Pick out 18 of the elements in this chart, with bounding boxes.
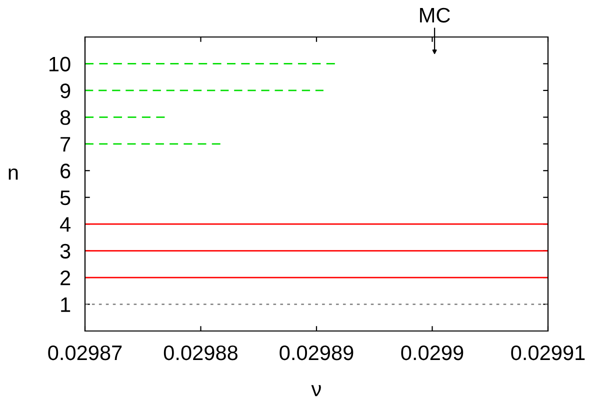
y-tick-label: 9	[60, 83, 70, 98]
y-tick-label: 3	[60, 244, 70, 259]
y-tick-label: 5	[60, 190, 70, 206]
x-tick-label: 0.0299	[401, 345, 464, 360]
y-tick-label: 10	[50, 56, 70, 72]
y-tick-label: 6	[60, 164, 70, 178]
y-axis-title: n	[8, 168, 18, 180]
x-tick-label: 0.02991	[511, 345, 585, 360]
x-axis-title: ν	[311, 385, 321, 396]
y-tick-label: 8	[60, 110, 70, 125]
x-tick-label: 0.02988	[164, 345, 238, 360]
text: MC	[420, 8, 450, 23]
y-tick-label: 7	[60, 137, 70, 152]
y-tick-label: 1	[61, 297, 70, 312]
y-tick-label: 4	[60, 217, 70, 232]
x-tick-label: 0.02989	[280, 345, 354, 360]
x-tick-label: 0.02987	[48, 345, 122, 360]
y-tick-label: 2	[60, 270, 70, 286]
